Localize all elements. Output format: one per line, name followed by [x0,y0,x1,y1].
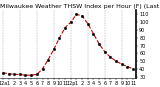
Text: Milwaukee Weather THSW Index per Hour (F) (Last 24 Hours): Milwaukee Weather THSW Index per Hour (F… [0,4,160,9]
